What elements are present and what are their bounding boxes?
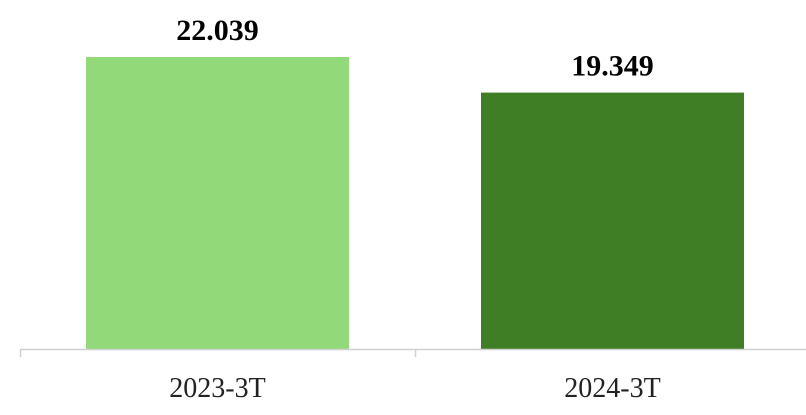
x-tick-label-2024-3T: 2024-3T [564, 373, 660, 404]
data-label-2023-3T: 22.039 [176, 14, 259, 47]
bar-2024-3T [481, 92, 744, 349]
bar-2023-3T [86, 57, 349, 349]
data-label-2024-3T: 19.349 [571, 50, 654, 83]
x-axis [19, 348, 806, 357]
bars-layer [86, 57, 744, 349]
x-tick-label-2023-3T: 2023-3T [169, 373, 265, 404]
labels-layer: 22.039 2023-3T 19.349 2024-3T [169, 14, 660, 404]
